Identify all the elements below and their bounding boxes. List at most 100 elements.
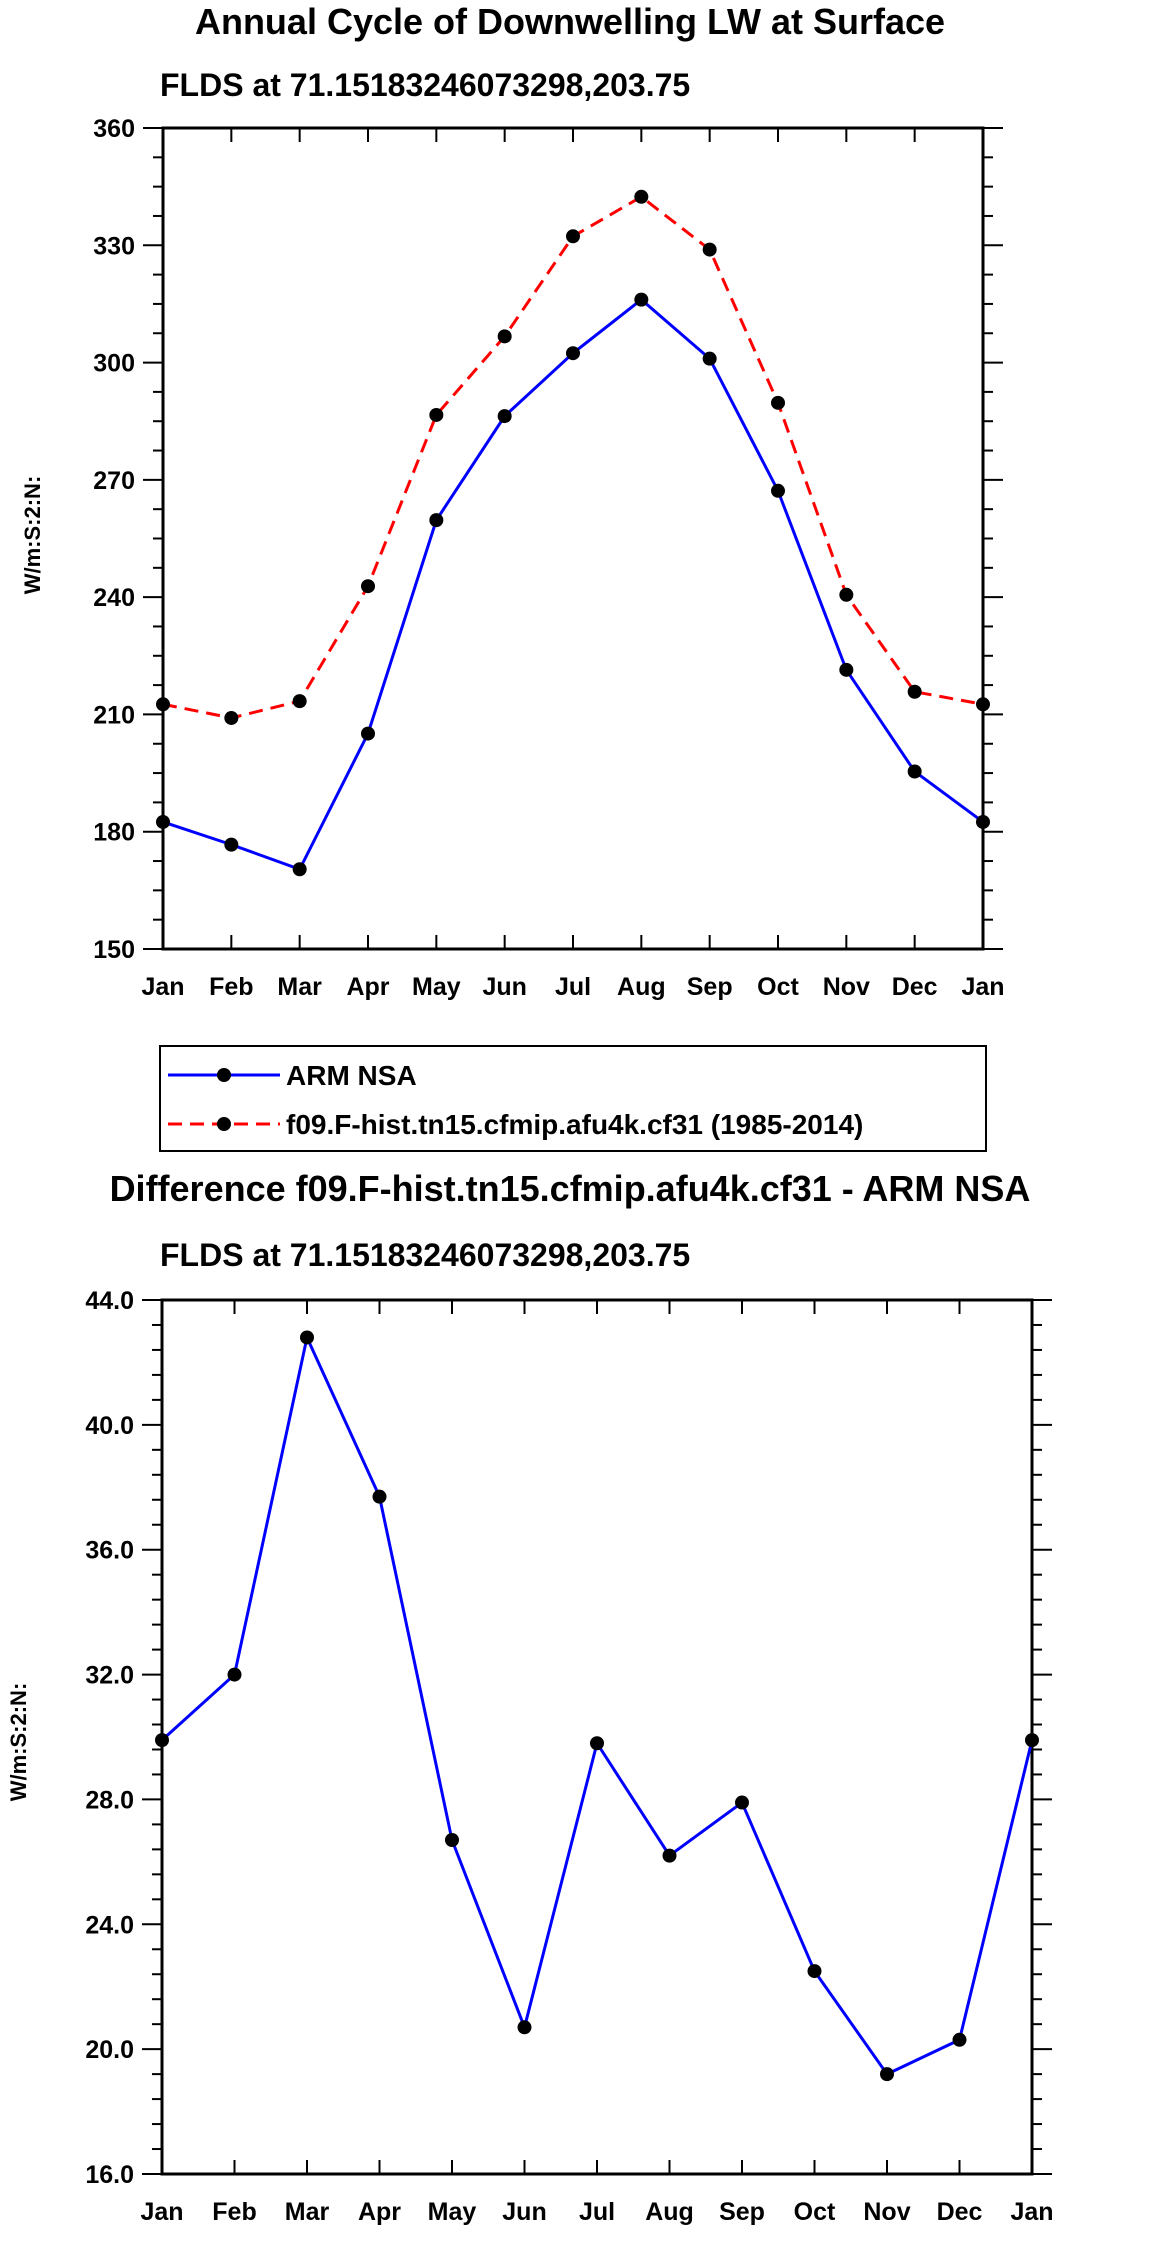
x-tick-label: Apr [358,2198,401,2226]
data-point [880,2067,894,2082]
x-tick-label: Oct [794,2198,836,2226]
y-tick-label: 20.0 [85,2036,134,2064]
x-tick-label: May [412,973,461,1001]
x-tick-label: Jun [502,2198,546,2226]
data-point [361,579,375,594]
x-tick-label: Jun [482,973,526,1001]
x-tick-label: Nov [863,2198,910,2226]
data-point [156,814,170,829]
data-point [156,697,170,712]
data-point [702,351,717,366]
data-point [227,1667,242,1682]
data-point [907,764,922,779]
x-tick-label: Jul [579,2198,615,2226]
data-point [566,229,580,244]
chart-subtitle: FLDS at 71.15183246073298,203.75 [160,1237,690,1273]
data-point [300,1330,314,1345]
y-axis-label: W/m:S:2:N: [6,1683,31,1802]
x-tick-label: Sep [687,973,733,1001]
y-tick-label: 32.0 [85,1662,134,1690]
legend-label-model: f09.F-hist.tn15.cfmip.afu4k.cf31 (1985-2… [286,1109,863,1140]
data-point [590,1736,604,1751]
plot-frame [161,126,985,951]
data-point [807,1964,822,1979]
y-axis-label: W/m:S:2:N: [20,476,45,595]
chart-title: Difference f09.F-hist.tn15.cfmip.afu4k.c… [110,1168,1031,1209]
series-line-1 [162,195,984,720]
y-tick-label: 180 [93,819,135,847]
x-tick-label: May [428,2198,477,2226]
y-tick-label: 44.0 [85,1287,134,1315]
y-tick-label: 300 [93,350,135,378]
y-tick-label: 28.0 [85,1786,134,1814]
y-tick-label: 270 [93,467,135,495]
x-tick-label: Jan [141,973,184,1001]
data-point [976,697,990,712]
data-point [224,837,239,852]
x-tick-label: Feb [209,973,253,1001]
data-point [634,189,649,204]
x-tick-label: Mar [277,973,322,1001]
x-tick-label: Sep [719,2198,765,2226]
data-point [735,1795,749,1810]
x-tick-label: Aug [645,2198,694,2226]
series-line-0 [160,1332,1034,2077]
x-tick-label: Dec [937,2198,983,2226]
data-point [292,694,307,709]
y-tick-label: 360 [93,115,135,143]
data-point [634,292,649,307]
data-point [662,1848,677,1863]
data-point [976,814,990,829]
x-tick-label: Aug [617,973,666,1001]
chart-subtitle: FLDS at 71.15183246073298,203.75 [160,67,690,103]
data-point [497,329,512,344]
data-point [155,1733,169,1748]
data-point [952,2032,967,2047]
data-point [517,2020,532,2035]
x-tick-label: Apr [346,973,389,1001]
x-tick-label: Mar [285,2198,330,2226]
legend: ARM NSA f09.F-hist.tn15.cfmip.afu4k.cf31… [159,1045,987,1152]
difference-panel: Difference f09.F-hist.tn15.cfmip.afu4k.c… [6,1168,1054,2226]
data-point [361,726,375,741]
data-point [372,1489,387,1504]
chart-title: Annual Cycle of Downwelling LW at Surfac… [195,1,945,42]
data-point [497,409,512,424]
data-point [224,710,239,725]
data-point [839,587,854,602]
y-tick-label: 36.0 [85,1537,134,1565]
x-tick-label: Jan [961,973,1004,1001]
data-point [771,483,785,498]
data-point [1025,1733,1039,1748]
data-point [429,407,444,422]
y-tick-label: 24.0 [85,1911,134,1939]
data-point [839,662,854,677]
legend-marker-arm-nsa [217,1068,231,1082]
x-tick-label: Nov [823,973,870,1001]
y-tick-label: 40.0 [85,1412,134,1440]
y-tick-label: 210 [93,701,135,729]
y-tick-label: 330 [93,232,135,260]
annual-cycle-panel: Annual Cycle of Downwelling LW at Surfac… [20,1,1005,1152]
data-point [445,1833,459,1848]
x-tick-label: Jul [555,973,591,1001]
x-tick-label: Dec [892,973,938,1001]
x-tick-label: Jan [1010,2198,1053,2226]
data-point [907,684,922,699]
x-tick-label: Jan [140,2198,183,2226]
series-line-0 [162,297,984,872]
y-tick-label: 150 [93,936,135,964]
y-tick-label: 240 [93,584,135,612]
data-point [292,862,307,877]
legend-box [159,1045,987,1152]
legend-label-arm-nsa: ARM NSA [286,1060,417,1091]
data-point [702,242,717,257]
x-tick-label: Feb [212,2198,256,2226]
legend-marker-model [217,1117,231,1131]
data-point [566,346,580,361]
x-tick-label: Oct [757,973,799,1001]
data-point [771,395,785,410]
data-point [429,513,444,528]
y-tick-label: 16.0 [85,2161,134,2189]
